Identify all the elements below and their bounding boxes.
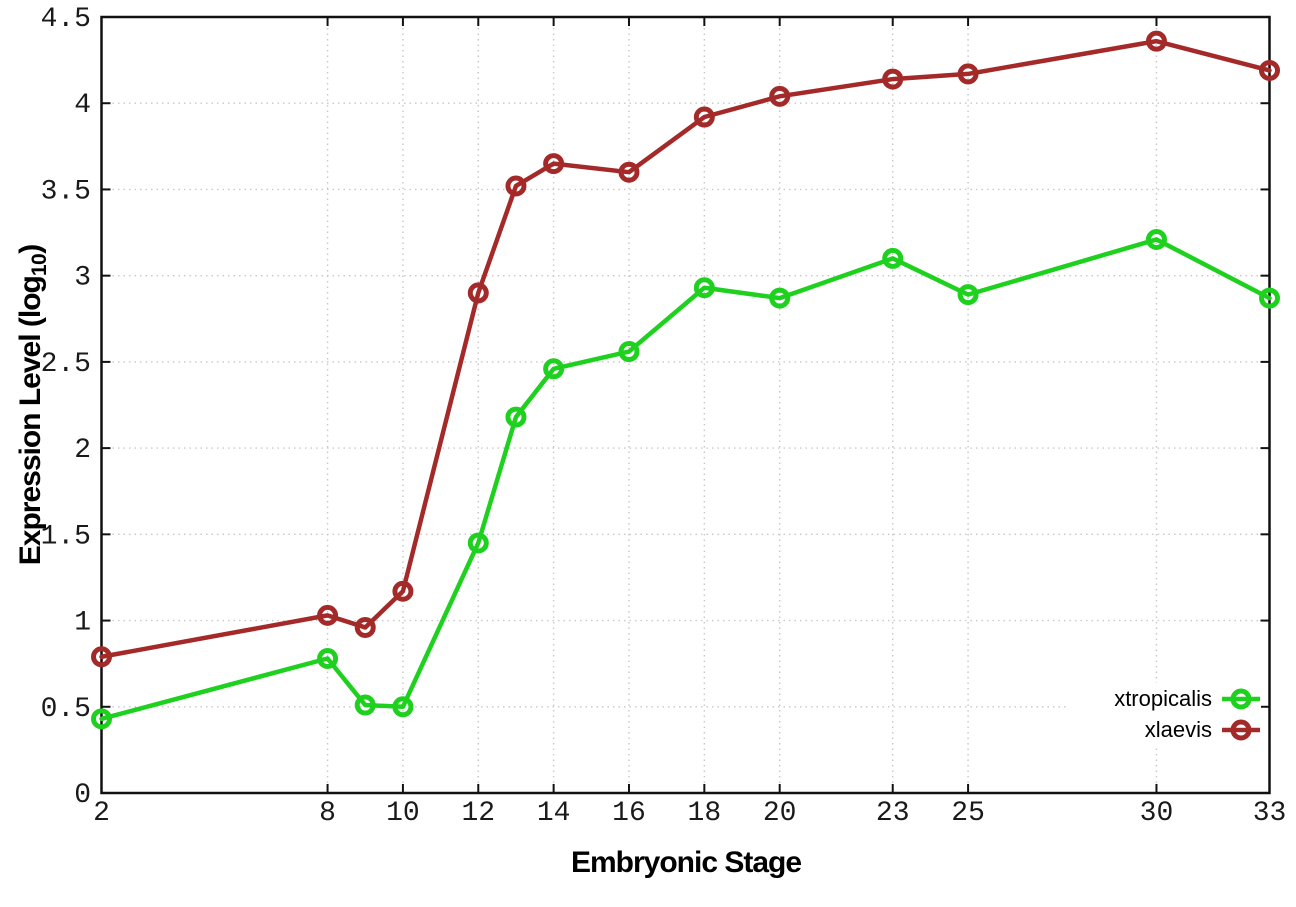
data-point-xlaevis-stage-25: [957, 63, 979, 85]
x-tick-label: 12: [461, 798, 495, 829]
x-tick-label: 2: [93, 798, 110, 829]
data-point-xlaevis-stage-14: [543, 153, 565, 175]
data-point-xlaevis-stage-2: [91, 646, 112, 668]
data-point-xtropicalis-stage-14: [543, 358, 565, 380]
data-point-xlaevis-stage-18: [693, 106, 715, 128]
y-tick-label: 1: [74, 608, 91, 639]
y-axis-title-subscript: 10: [28, 253, 51, 277]
legend-row-xlaevis: xlaevis: [1069, 714, 1261, 745]
data-point-xlaevis-stage-20: [769, 85, 791, 107]
series-line-xlaevis: [99, 38, 1272, 660]
x-tick-label: 16: [612, 798, 646, 829]
data-point-xtropicalis-stage-13: [505, 406, 527, 428]
legend-row-xtropicalis: xtropicalis: [1069, 683, 1261, 714]
x-tick-label: 25: [951, 798, 985, 829]
data-point-xlaevis-stage-13: [505, 175, 527, 197]
x-tick-label: 14: [537, 798, 571, 829]
series-line-xtropicalis: [99, 237, 1272, 722]
data-point-xlaevis-stage-8: [317, 604, 339, 626]
x-tick-label: 18: [688, 798, 722, 829]
y-tick-label: 4.5: [41, 4, 91, 35]
legend-label-xtropicalis: xtropicalis: [1114, 685, 1212, 711]
x-tick-label: 20: [763, 798, 797, 829]
data-point-xlaevis-stage-10: [392, 580, 414, 602]
data-point-xlaevis-stage-12: [467, 282, 489, 304]
y-tick-label: 4: [74, 90, 91, 121]
legend-label-xlaevis: xlaevis: [1144, 716, 1212, 742]
x-tick-label: 8: [319, 798, 336, 829]
data-point-xtropicalis-stage-8: [317, 647, 339, 669]
data-point-xlaevis-stage-30: [1145, 30, 1167, 52]
y-tick-label: 3.5: [41, 176, 91, 207]
data-point-xtropicalis-stage-9: [354, 694, 376, 716]
x-tick-label: 10: [386, 798, 420, 829]
x-axis-title: Embryonic Stage: [570, 846, 802, 879]
y-tick-label: 1.5: [41, 521, 91, 552]
plot-border: [100, 15, 1271, 795]
legend: xtropicalis xlaevis: [1069, 683, 1261, 745]
data-point-xlaevis-stage-33: [1259, 59, 1280, 81]
data-point-xtropicalis-stage-12: [467, 532, 489, 554]
legend-sample-xtropicalis-icon: [1222, 688, 1260, 709]
data-point-xtropicalis-stage-33: [1259, 287, 1280, 309]
data-point-xtropicalis-stage-25: [957, 284, 979, 306]
y-tick-label: 0.5: [41, 694, 91, 725]
x-tick-label: 33: [1253, 798, 1287, 829]
x-tick-label: 30: [1140, 798, 1174, 829]
legend-sample-xlaevis-icon: [1222, 719, 1260, 740]
data-point-xlaevis-stage-16: [618, 161, 640, 183]
y-tick-label: 2.5: [41, 349, 91, 380]
y-tick-label: 0: [74, 780, 91, 811]
data-point-xtropicalis-stage-16: [618, 341, 640, 363]
data-point-xtropicalis-stage-2: [91, 708, 112, 730]
data-point-xlaevis-stage-9: [354, 616, 376, 638]
y-tick-label: 2: [74, 435, 91, 466]
data-point-xtropicalis-stage-30: [1145, 228, 1167, 250]
data-point-xlaevis-stage-23: [882, 68, 904, 90]
y-tick-label: 3: [74, 263, 91, 294]
data-point-xtropicalis-stage-18: [693, 277, 715, 299]
data-point-xtropicalis-stage-23: [882, 247, 904, 269]
y-axis-title-text: Expression Level (log: [14, 276, 47, 566]
y-axis-title-close: ): [14, 244, 47, 254]
y-axis-title: Expression Level (log10): [14, 245, 52, 565]
data-point-xtropicalis-stage-20: [769, 287, 791, 309]
data-point-xtropicalis-stage-10: [392, 696, 414, 718]
x-tick-label: 23: [876, 798, 910, 829]
